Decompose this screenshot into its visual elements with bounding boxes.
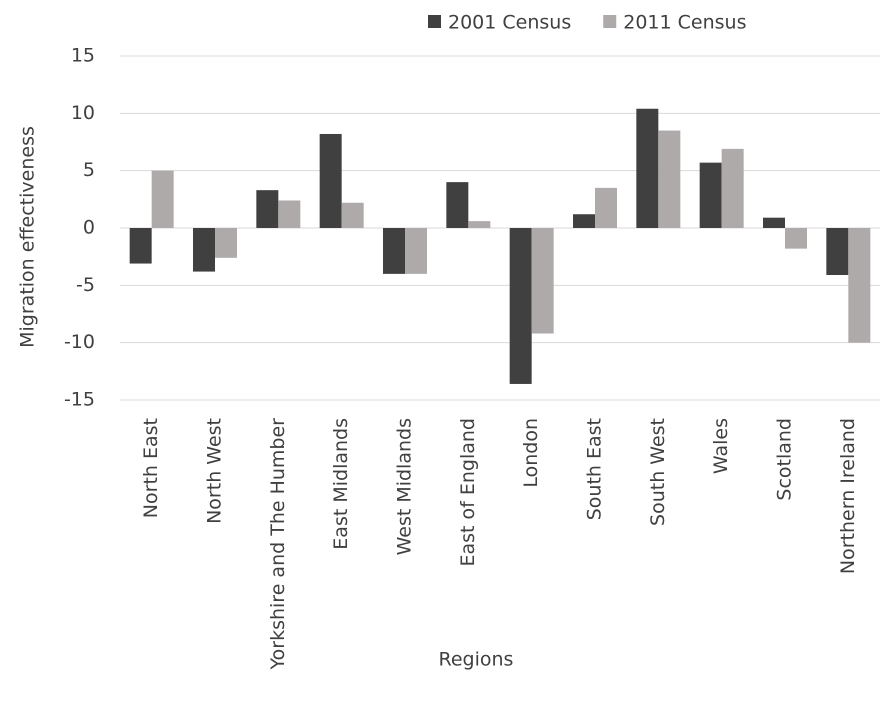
- bar: [383, 228, 405, 274]
- x-tick-label: South West: [647, 418, 669, 526]
- bar: [595, 187, 617, 228]
- bar: [468, 221, 491, 228]
- x-tick-label: Scotland: [774, 418, 796, 501]
- bar: [785, 228, 807, 249]
- bar: [319, 133, 342, 228]
- bar: [215, 228, 237, 258]
- bar: [573, 214, 595, 228]
- x-tick-label: London: [520, 418, 542, 488]
- bar: [848, 228, 871, 343]
- x-tick-label: North East: [140, 418, 162, 518]
- legend-swatch: [428, 15, 441, 28]
- y-tick-label: -10: [64, 331, 95, 353]
- bar: [256, 190, 279, 228]
- bar: [658, 130, 681, 228]
- legend-label: 2001 Census: [448, 12, 571, 34]
- x-tick-label: Wales: [710, 418, 732, 474]
- bar: [699, 162, 722, 228]
- legend-swatch: [603, 15, 617, 28]
- x-axis-title: Regions: [439, 649, 514, 671]
- y-axis-title: Migration effectiveness: [17, 126, 39, 348]
- bar: [278, 200, 301, 228]
- bar: [129, 228, 152, 264]
- bar: [151, 170, 174, 228]
- bar: [341, 202, 364, 228]
- x-tick-label: East of England: [457, 418, 479, 567]
- bar: [509, 228, 532, 384]
- bar: [636, 108, 659, 228]
- x-tick-label: North West: [204, 418, 226, 524]
- bar: [446, 182, 469, 228]
- y-tick-label: 0: [83, 217, 95, 239]
- y-tick-label: 5: [83, 159, 95, 181]
- x-tick-label: West Midlands: [394, 418, 416, 555]
- y-tick-label: 10: [71, 102, 95, 124]
- y-tick-label: 15: [71, 45, 95, 67]
- bar: [405, 228, 427, 274]
- bar: [531, 228, 554, 334]
- bar: [763, 217, 785, 228]
- legend-label: 2011 Census: [623, 12, 746, 34]
- bar: [721, 148, 744, 228]
- y-tick-label: -15: [64, 389, 95, 411]
- x-tick-label: South East: [584, 418, 606, 520]
- x-tick-label: East Midlands: [330, 418, 352, 550]
- bar: [193, 228, 215, 272]
- y-tick-label: -5: [76, 274, 95, 296]
- x-tick-label: Yorkshire and The Humber: [267, 418, 289, 671]
- x-tick-label: Northern Ireland: [837, 418, 859, 574]
- bar: [826, 228, 849, 276]
